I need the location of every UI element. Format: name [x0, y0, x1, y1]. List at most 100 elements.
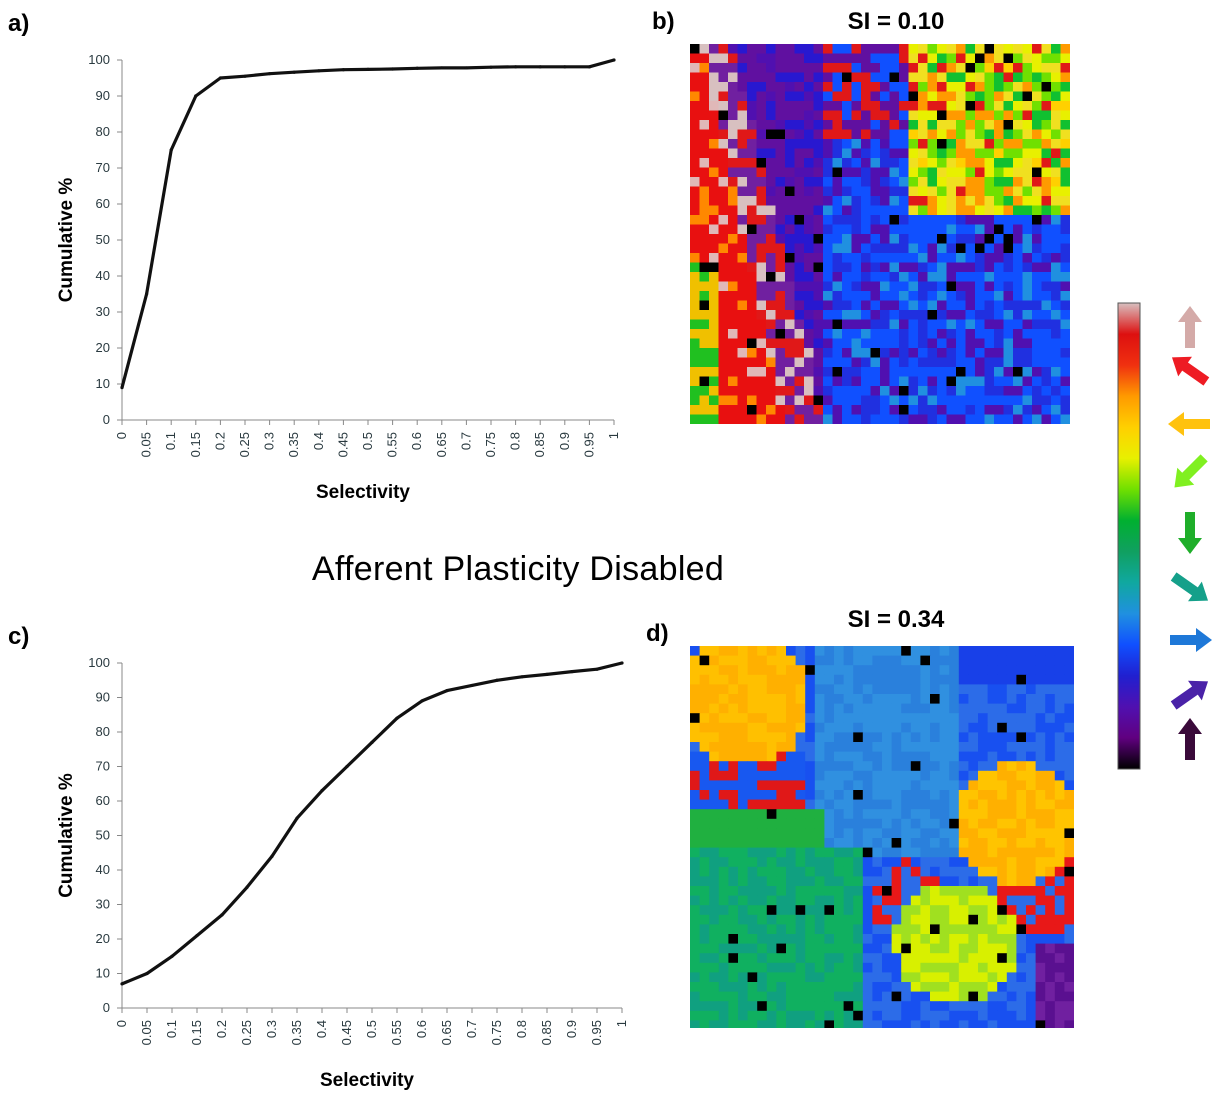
map-cell	[766, 262, 776, 273]
map-cell	[882, 1001, 892, 1012]
map-cell	[834, 1001, 844, 1012]
map-cell	[843, 799, 854, 810]
map-cell	[756, 120, 767, 130]
map-cell	[1051, 291, 1061, 301]
map-cell	[949, 982, 960, 992]
map-cell	[899, 44, 909, 54]
map-cell	[805, 665, 816, 676]
map-cell	[880, 405, 890, 415]
map-cell	[882, 847, 892, 858]
x-tick-label: 0.9	[557, 432, 572, 450]
map-cell	[853, 857, 864, 868]
map-cell	[766, 91, 776, 102]
map-cell	[832, 262, 843, 273]
map-cell	[843, 953, 854, 964]
map-cell	[718, 934, 729, 944]
map-cell	[872, 1010, 883, 1021]
map-cell	[786, 694, 796, 704]
map-cell	[956, 215, 966, 225]
map-cell	[984, 310, 995, 320]
map-cell	[910, 934, 921, 944]
map-cell	[984, 367, 995, 377]
map-cell	[1016, 790, 1027, 800]
map-cell	[737, 357, 748, 368]
map-cell	[949, 790, 960, 800]
map-cell	[776, 799, 787, 810]
map-cell	[1060, 72, 1070, 83]
map-cell	[862, 924, 873, 935]
map-cell	[690, 53, 700, 64]
map-cell	[718, 770, 729, 781]
map-cell	[880, 101, 890, 111]
map-cell	[756, 234, 767, 244]
map-cell	[949, 665, 960, 676]
map-cell	[824, 866, 835, 877]
map-cell	[918, 291, 928, 301]
map-cell	[975, 338, 985, 349]
map-cell	[757, 895, 768, 906]
map-cell	[965, 224, 976, 235]
map-cell	[1060, 110, 1070, 121]
map-cell	[699, 224, 710, 235]
map-cell	[775, 376, 786, 387]
map-cell	[785, 234, 795, 244]
map-cell	[939, 1010, 950, 1021]
map-cell	[851, 177, 862, 187]
map-cell	[766, 243, 776, 254]
map-cell	[1035, 847, 1046, 858]
map-cell	[965, 101, 976, 111]
map-cell	[786, 646, 796, 656]
map-cell	[766, 300, 776, 311]
map-cell	[785, 139, 795, 149]
map-cell	[1060, 91, 1070, 102]
map-cell	[1022, 167, 1033, 178]
map-cell	[718, 101, 729, 111]
map-cell	[747, 809, 758, 820]
map-cell	[987, 962, 998, 973]
map-cell	[927, 376, 938, 387]
map-cell	[968, 934, 979, 944]
map-cell	[920, 972, 931, 983]
map-cell	[870, 139, 881, 149]
map-cell	[1054, 665, 1065, 676]
map-cell	[1022, 281, 1033, 292]
map-cell	[994, 224, 1004, 235]
map-cell	[795, 655, 806, 666]
map-cell	[978, 722, 988, 733]
map-cell	[997, 665, 1008, 676]
map-cell	[709, 818, 720, 829]
map-cell	[728, 139, 738, 149]
map-cell	[1035, 655, 1046, 666]
y-tick-label: 0	[103, 1000, 110, 1015]
map-cell	[949, 646, 960, 656]
map-cell	[1051, 243, 1061, 254]
map-cell	[1013, 338, 1023, 349]
map-cell	[747, 751, 758, 762]
map-cell	[1013, 234, 1023, 244]
map-cell	[908, 310, 919, 320]
map-cell	[1054, 914, 1065, 925]
map-cell	[813, 120, 824, 130]
map-cell	[862, 991, 873, 1002]
map-cell	[861, 329, 871, 339]
map-cell	[824, 684, 835, 695]
map-cell	[814, 1020, 825, 1028]
map-cell	[978, 866, 988, 877]
map-cell	[994, 101, 1004, 111]
map-cell	[984, 338, 995, 349]
map-cell	[842, 186, 852, 197]
map-cell	[747, 148, 757, 159]
map-cell	[1060, 129, 1070, 140]
map-cell	[918, 348, 928, 358]
map-cell	[975, 53, 985, 64]
map-cell	[910, 1010, 921, 1021]
map-cell	[785, 148, 795, 159]
map-cell	[927, 319, 938, 330]
map-cell	[880, 291, 890, 301]
map-cell	[1013, 205, 1023, 216]
map-cell	[1032, 224, 1042, 235]
x-tick-label: 0.45	[335, 432, 350, 457]
map-cell	[1013, 395, 1023, 406]
map-cell	[756, 329, 767, 339]
map-cell	[901, 962, 912, 973]
